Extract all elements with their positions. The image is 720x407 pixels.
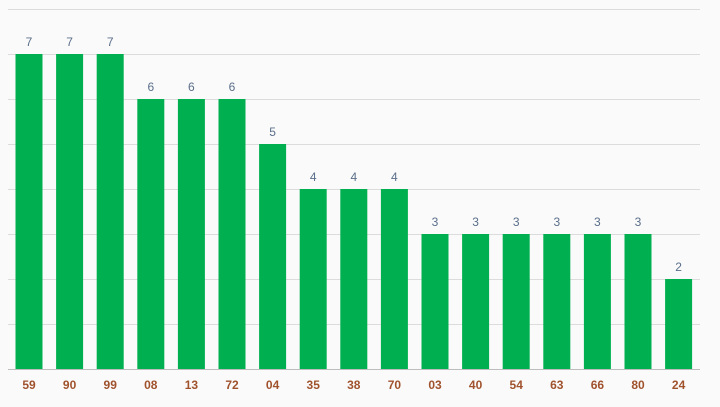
bar-40 [462, 234, 490, 369]
bar-04 [259, 144, 287, 369]
value-label-72: 6 [229, 80, 236, 94]
x-tick-labels: 59 90 99 08 13 72 04 35 38 70 03 40 54 63 66 80 24 [22, 378, 685, 392]
bar-38 [340, 189, 368, 369]
bar-99 [96, 54, 124, 369]
x-tick-03: 03 [428, 378, 442, 392]
value-label-04: 5 [269, 125, 276, 139]
x-tick-90: 90 [63, 378, 77, 392]
bar-54 [502, 234, 530, 369]
x-tick-54: 54 [510, 378, 524, 392]
value-label-70: 4 [391, 170, 398, 184]
x-tick-40: 40 [469, 378, 483, 392]
value-label-40: 3 [472, 215, 479, 229]
bar-70 [380, 189, 408, 369]
bar-24 [665, 279, 693, 369]
bar-03 [421, 234, 449, 369]
x-tick-59: 59 [22, 378, 36, 392]
x-tick-99: 99 [104, 378, 118, 392]
bar-66 [583, 234, 611, 369]
bar-13 [177, 99, 205, 369]
value-label-99: 7 [107, 35, 114, 49]
x-tick-13: 13 [185, 378, 199, 392]
value-label-08: 6 [147, 80, 154, 94]
x-tick-63: 63 [550, 378, 564, 392]
value-label-03: 3 [432, 215, 439, 229]
x-tick-70: 70 [388, 378, 402, 392]
x-tick-08: 08 [144, 378, 158, 392]
x-tick-72: 72 [225, 378, 239, 392]
value-label-59: 7 [26, 35, 33, 49]
bar-08 [137, 99, 165, 369]
value-label-66: 3 [594, 215, 601, 229]
x-tick-35: 35 [307, 378, 321, 392]
value-label-80: 3 [635, 215, 642, 229]
value-labels: 7 7 7 6 6 6 5 4 4 4 3 3 3 3 3 3 2 [26, 35, 683, 274]
value-label-35: 4 [310, 170, 317, 184]
value-label-13: 6 [188, 80, 195, 94]
value-label-54: 3 [513, 215, 520, 229]
x-tick-38: 38 [347, 378, 361, 392]
x-tick-04: 04 [266, 378, 280, 392]
x-tick-24: 24 [672, 378, 686, 392]
bar-59 [15, 54, 43, 369]
x-tick-80: 80 [631, 378, 645, 392]
bars [15, 54, 693, 369]
value-label-38: 4 [350, 170, 357, 184]
bar-90 [56, 54, 84, 369]
value-label-63: 3 [553, 215, 560, 229]
bar-35 [299, 189, 327, 369]
value-label-90: 7 [66, 35, 73, 49]
bar-72 [218, 99, 246, 369]
bar-63 [543, 234, 571, 369]
bar-80 [624, 234, 652, 369]
value-label-24: 2 [675, 260, 682, 274]
x-tick-66: 66 [591, 378, 605, 392]
